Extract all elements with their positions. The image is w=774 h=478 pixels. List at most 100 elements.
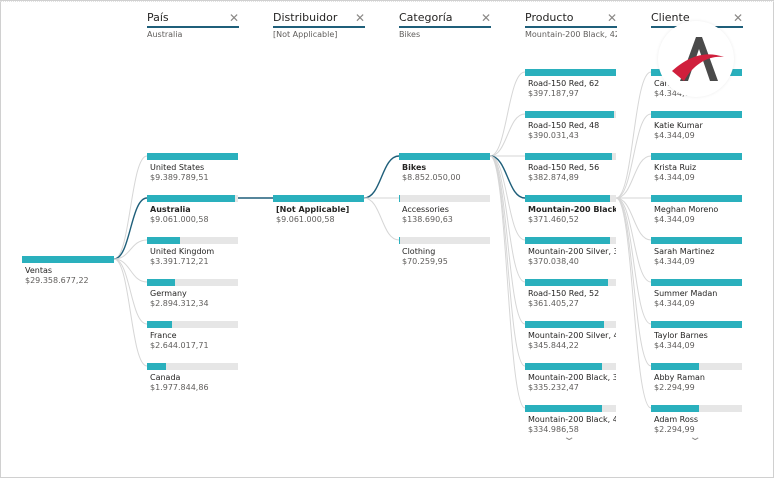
- node-label: Sarah Martinez: [654, 247, 715, 256]
- node-4-9[interactable]: Mountain-200 Black, 46 $334.986,58: [525, 405, 616, 435]
- node-label: Summer Madan: [654, 289, 718, 298]
- bar-track: [651, 321, 742, 328]
- node-5-6[interactable]: Summer Madan $4.344,09: [651, 279, 742, 309]
- close-icon[interactable]: ✕: [606, 11, 617, 25]
- bar-track: [399, 237, 490, 244]
- node-label: Road-150 Red, 56: [528, 163, 600, 172]
- chevron-down-icon[interactable]: ⌄: [688, 432, 702, 443]
- node-label: Road-150 Red, 48: [528, 121, 600, 130]
- header-underline: [525, 26, 617, 28]
- bar-fill: [147, 153, 238, 160]
- node-5-4[interactable]: Meghan Moreno $4.344,09: [651, 195, 742, 225]
- tree-link: [113, 155, 148, 260]
- tree-link: [489, 155, 526, 367]
- node-value: $2.294,99: [654, 425, 695, 434]
- node-4-2[interactable]: Road-150 Red, 48 $390.031,43: [525, 111, 616, 141]
- node-4-4[interactable]: Mountain-200 Black,...$371.460,52: [525, 195, 616, 225]
- node-label: Adam Ross: [654, 415, 699, 424]
- bar-fill: [147, 363, 166, 370]
- node-value: $334.986,58: [528, 425, 579, 434]
- bar-track: [273, 195, 364, 202]
- level-filter: Mountain-200 Black, 42: [525, 30, 617, 39]
- tree-link: [489, 155, 526, 199]
- node-4-5[interactable]: Mountain-200 Silver, 38 $370.038,40: [525, 237, 616, 267]
- close-icon[interactable]: ✕: [354, 11, 365, 25]
- node-1-4[interactable]: Germany $2.894.312,34: [147, 279, 238, 309]
- node-value: $9.061.000,58: [150, 215, 209, 224]
- root-node-ventas[interactable]: Ventas $29.358.677,22: [22, 256, 114, 286]
- bar-fill: [651, 111, 742, 118]
- node-value: $29.358.677,22: [25, 276, 89, 285]
- tree-link: [113, 258, 148, 367]
- top-border: [0, 1, 774, 2]
- node-1-5[interactable]: France $2.644.017,71: [147, 321, 238, 351]
- bar-fill: [525, 153, 612, 160]
- bar-track: [147, 195, 238, 202]
- bar-track: [399, 153, 490, 160]
- node-4-1[interactable]: Road-150 Red, 62 $397.187,97: [525, 69, 616, 99]
- node-5-7[interactable]: Taylor Barnes $4.344,09: [651, 321, 742, 351]
- node-4-7[interactable]: Mountain-200 Silver, 42 $345.844,22: [525, 321, 616, 351]
- close-icon[interactable]: ✕: [480, 11, 491, 25]
- node-value: $370.038,40: [528, 257, 579, 266]
- node-label: Ventas: [25, 266, 53, 275]
- level-title: Categoría: [399, 11, 453, 24]
- tree-link: [489, 155, 526, 325]
- node-label: Mountain-200 Black,...: [528, 205, 616, 214]
- node-value: $4.344,09: [654, 341, 695, 350]
- bar-fill: [147, 195, 235, 202]
- tree-link: [615, 113, 652, 199]
- header-underline: [399, 26, 491, 28]
- bar-track: [525, 405, 616, 412]
- node-value: $138.690,63: [402, 215, 453, 224]
- node-label: Australia: [150, 205, 191, 214]
- node-3-3[interactable]: Clothing $70.259,95: [399, 237, 490, 267]
- bar-fill: [525, 69, 616, 76]
- node-label: Krista Ruiz: [654, 163, 697, 172]
- bar-track: [525, 111, 616, 118]
- node-5-2[interactable]: Katie Kumar $4.344,09: [651, 111, 742, 141]
- level-title: Cliente: [651, 11, 690, 24]
- close-icon[interactable]: ✕: [732, 11, 743, 25]
- node-5-9[interactable]: Adam Ross $2.294,99: [651, 405, 742, 435]
- bar-track: [525, 321, 616, 328]
- node-5-8[interactable]: Abby Raman $2.294,99: [651, 363, 742, 393]
- tree-link: [489, 113, 526, 157]
- bar-track: [525, 195, 616, 202]
- node-label: Mountain-200 Silver, 42: [528, 331, 616, 340]
- bar-track: [525, 69, 616, 76]
- node-3-2[interactable]: Accessories $138.690,63: [399, 195, 490, 225]
- node-1-3[interactable]: United Kingdom $3.391.712,21: [147, 237, 238, 267]
- node-label: Katie Kumar: [654, 121, 703, 130]
- close-icon[interactable]: ✕: [228, 11, 239, 25]
- level-filter: Australia: [147, 30, 183, 39]
- tree-link: [489, 155, 526, 241]
- node-5-3[interactable]: Krista Ruiz $4.344,09: [651, 153, 742, 183]
- node-5-5[interactable]: Sarah Martinez $4.344,09: [651, 237, 742, 267]
- node-label: Road-150 Red, 52: [528, 289, 600, 298]
- node-4-6[interactable]: Road-150 Red, 52 $361.405,27: [525, 279, 616, 309]
- level-title: Producto: [525, 11, 574, 24]
- node-1-1[interactable]: United States $9.389.789,51: [147, 153, 238, 183]
- node-1-6[interactable]: Canada $1.977.844,86: [147, 363, 238, 393]
- bar-track: [22, 256, 114, 263]
- chevron-down-icon[interactable]: ⌄: [562, 432, 576, 443]
- node-label: Bikes: [402, 163, 427, 172]
- bar-track: [147, 153, 238, 160]
- node-4-8[interactable]: Mountain-200 Black, 38 $335.232,47: [525, 363, 616, 393]
- node-value: $361.405,27: [528, 299, 579, 308]
- node-value: $390.031,43: [528, 131, 579, 140]
- node-4-3[interactable]: Road-150 Red, 56 $382.874,89: [525, 153, 616, 183]
- bar-track: [399, 195, 490, 202]
- node-3-1[interactable]: Bikes $8.852.050,00: [399, 153, 490, 183]
- node-value: $345.844,22: [528, 341, 579, 350]
- bar-fill: [651, 363, 699, 370]
- bar-track: [525, 237, 616, 244]
- node-value: $2.294,99: [654, 383, 695, 392]
- bar-fill: [525, 321, 604, 328]
- node-label: [Not Applicable]: [276, 205, 350, 214]
- node-2-1[interactable]: [Not Applicable] $9.061.000,58: [273, 195, 364, 225]
- node-1-2[interactable]: Australia $9.061.000,58: [147, 195, 238, 225]
- tree-link: [113, 258, 148, 325]
